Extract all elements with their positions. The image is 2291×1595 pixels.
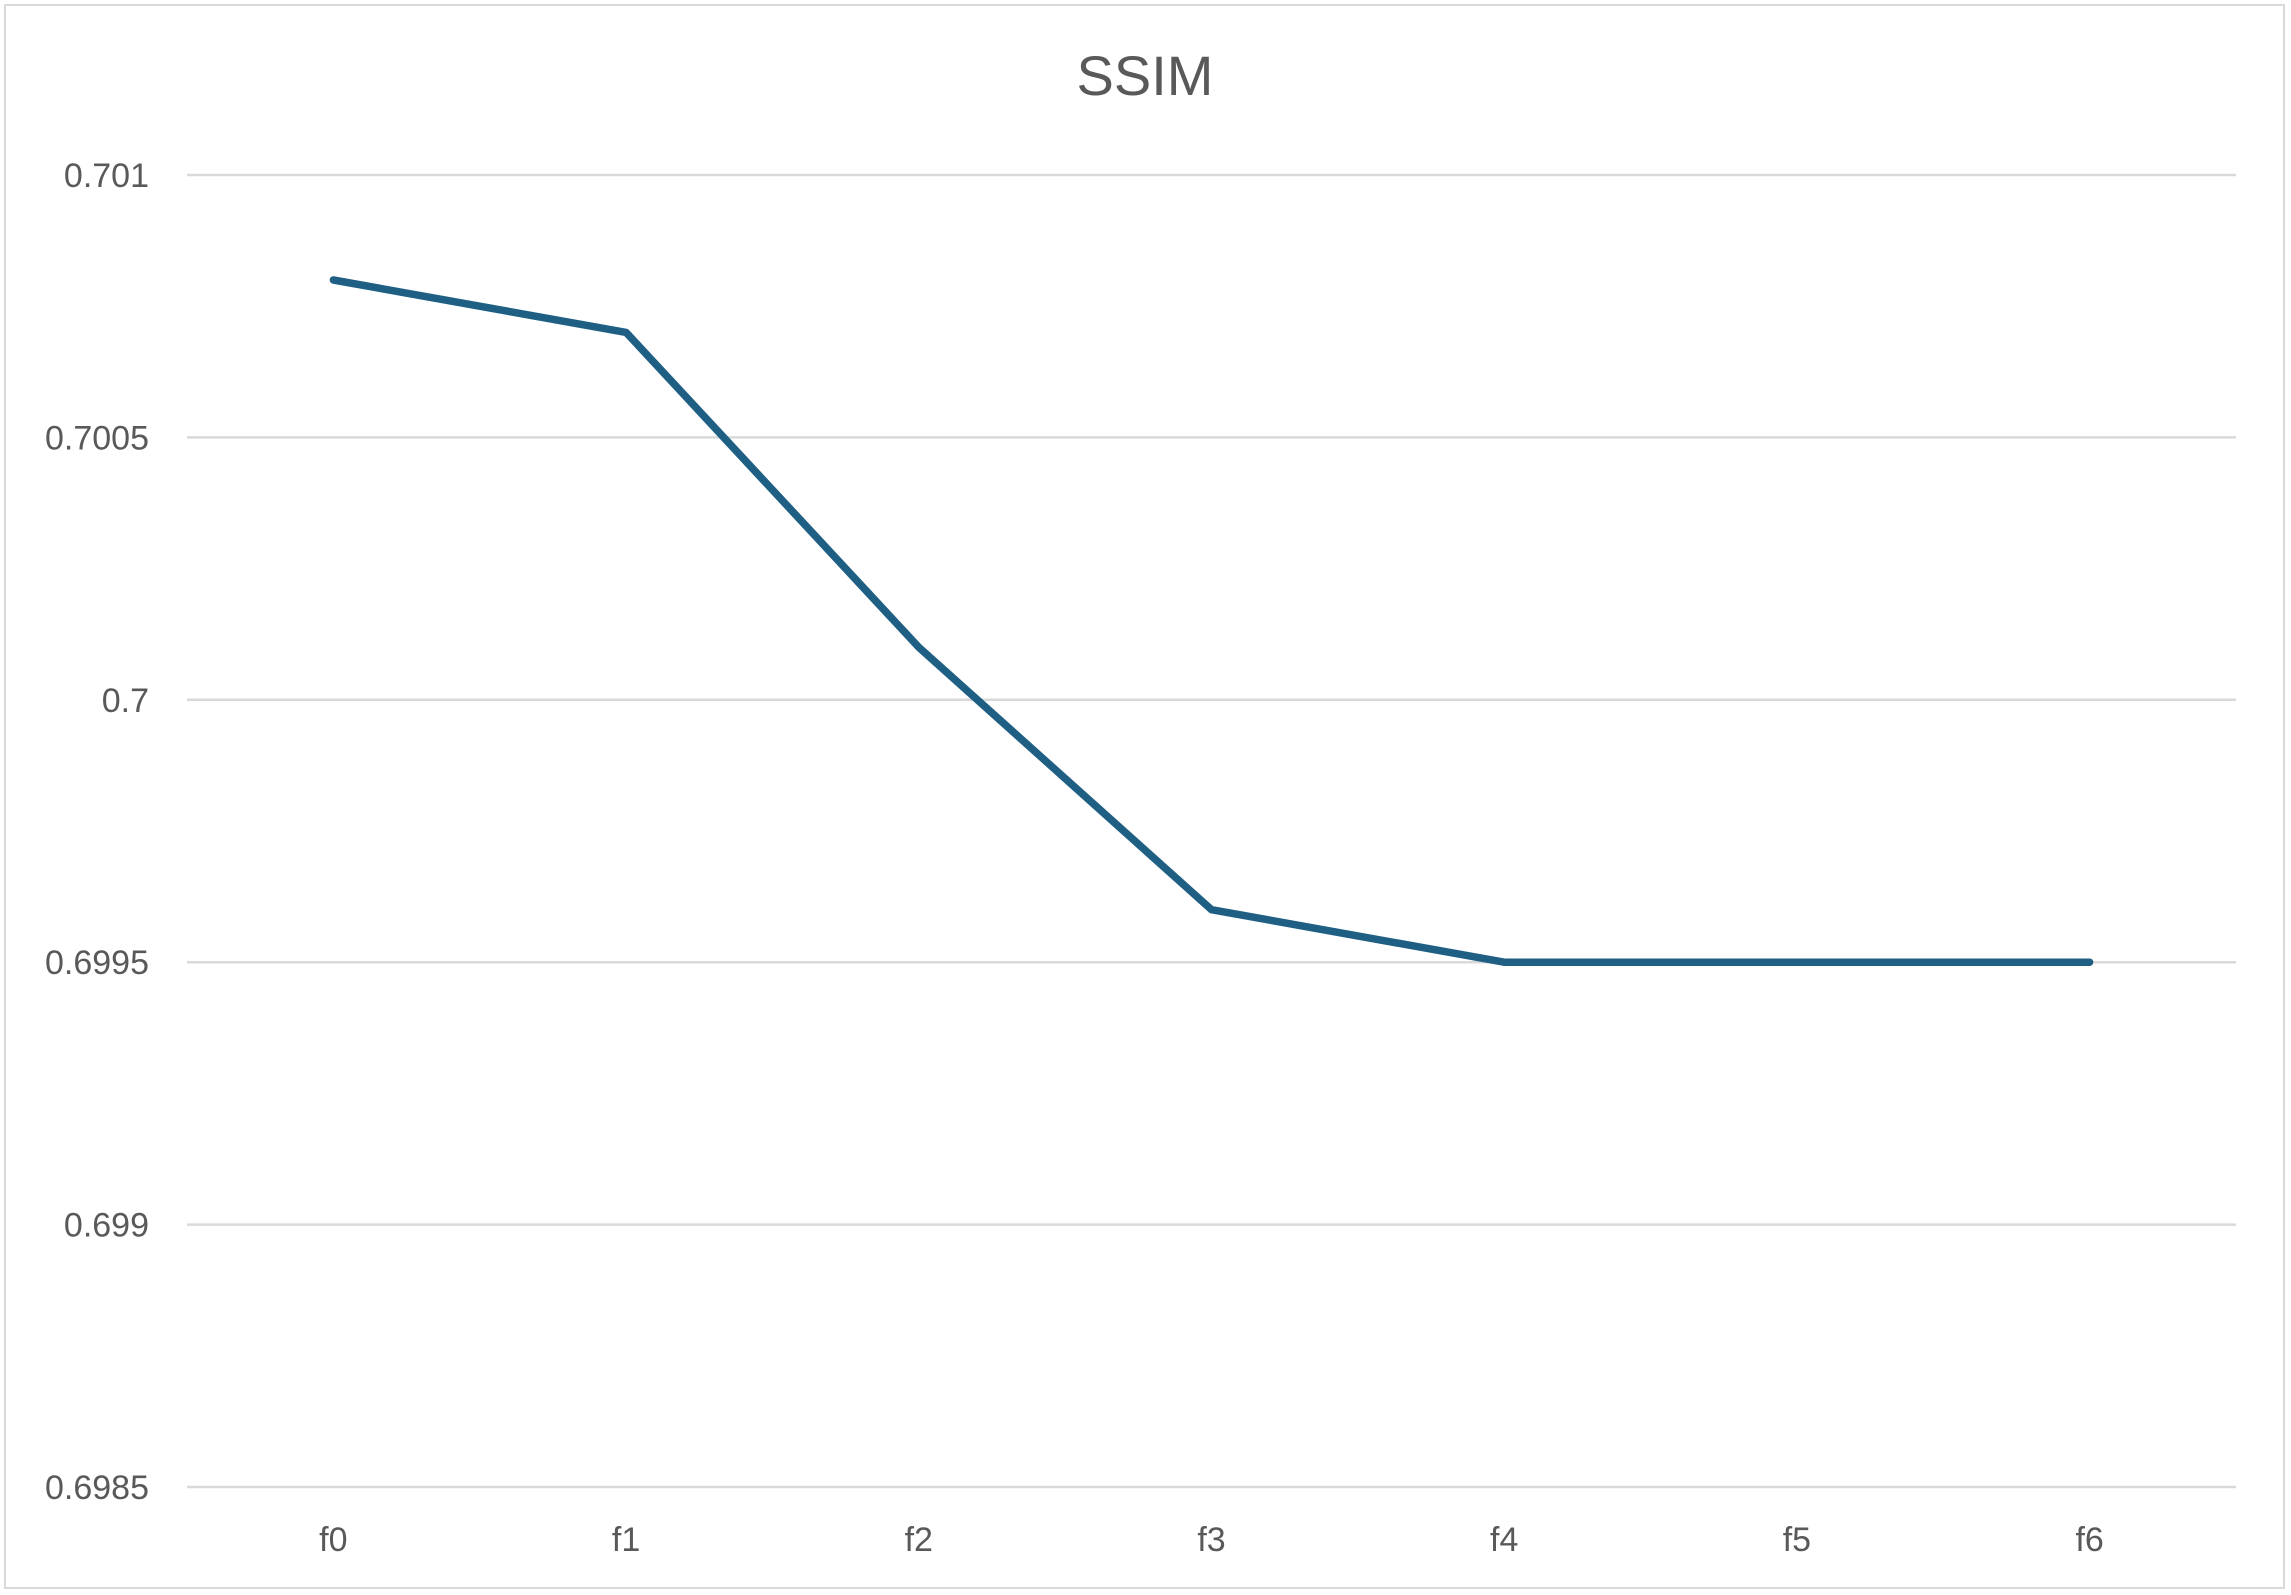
series-lines: [329, 276, 2094, 966]
y-tick-label: 0.7005: [45, 419, 149, 457]
x-tick-label: f1: [612, 1521, 640, 1559]
series-line-ssim: [329, 276, 2094, 966]
y-tick-label: 0.7: [102, 682, 149, 720]
gridlines: [187, 173, 2236, 1489]
x-tick-label: f5: [1783, 1521, 1811, 1559]
x-tick-label: f0: [319, 1521, 347, 1559]
y-axis-tick-labels: 0.701 0.7005 0.7 0.6995 0.699 0.6985: [45, 157, 149, 1507]
y-tick-label: 0.699: [64, 1207, 149, 1245]
y-tick-label: 0.701: [64, 157, 149, 195]
x-tick-label: f6: [2075, 1521, 2103, 1559]
y-tick-label: 0.6995: [45, 944, 149, 982]
chart-frame: [4, 4, 2285, 1589]
x-tick-label: f2: [905, 1521, 933, 1559]
x-tick-label: f4: [1490, 1521, 1518, 1559]
x-axis-tick-labels: f0 f1 f2 f3 f4 f5 f6: [319, 1521, 2104, 1559]
y-tick-label: 0.6985: [45, 1469, 149, 1507]
chart-title: SSIM: [1077, 44, 1214, 107]
x-tick-label: f3: [1197, 1521, 1225, 1559]
